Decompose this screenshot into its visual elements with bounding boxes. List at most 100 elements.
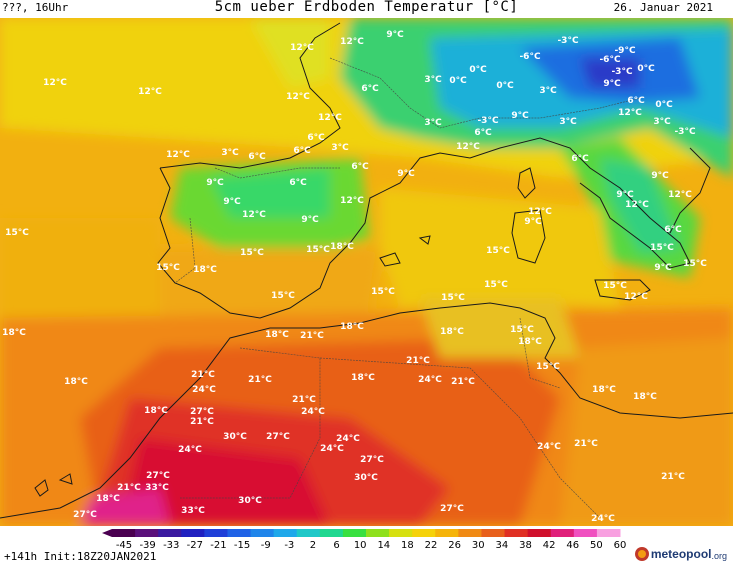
- temperature-label: 6°C: [289, 178, 307, 188]
- temperature-label: 15°C: [441, 293, 465, 303]
- legend-tick-label: -21: [210, 540, 226, 550]
- temperature-label: -9°C: [614, 46, 636, 56]
- temperature-label: 3°C: [221, 148, 239, 158]
- temperature-label: 24°C: [178, 445, 202, 455]
- temperature-label: 15°C: [683, 259, 707, 269]
- temperature-label: 6°C: [474, 128, 492, 138]
- legend-swatches: [102, 529, 621, 537]
- temperature-label: 0°C: [449, 76, 467, 86]
- legend-swatch: [112, 529, 136, 537]
- temperature-label: 27°C: [266, 432, 290, 442]
- temperature-label: 9°C: [524, 217, 542, 227]
- temperature-label: 21°C: [248, 375, 272, 385]
- legend-swatch: [435, 529, 459, 537]
- legend-swatch: [573, 529, 598, 537]
- temperature-label: 21°C: [451, 377, 475, 387]
- temperature-label: 6°C: [627, 96, 645, 106]
- logo-text: meteopool: [650, 547, 712, 561]
- temperature-label: 21°C: [292, 395, 316, 405]
- temperature-label: 3°C: [539, 86, 557, 96]
- temperature-label: 27°C: [190, 407, 214, 417]
- temperature-label: 15°C: [240, 248, 264, 258]
- temperature-label: 3°C: [424, 118, 442, 128]
- temperature-label: 15°C: [650, 243, 674, 253]
- temperature-label: 21°C: [190, 417, 214, 427]
- map-canvas: [0, 18, 733, 526]
- temperature-label: 12°C: [668, 190, 692, 200]
- legend-swatch: [319, 529, 344, 537]
- temperature-label: 27°C: [146, 471, 170, 481]
- legend-tick-label: -45: [116, 540, 132, 550]
- temperature-label: 21°C: [661, 472, 685, 482]
- legend-swatch: [550, 529, 575, 537]
- legend-swatch: [596, 529, 621, 537]
- temperature-label: 6°C: [293, 146, 311, 156]
- temperature-label: 3°C: [331, 143, 349, 153]
- temperature-map: 12°C 12°C 9°C 12°C 12°C 12°C 6°C 3°C 0°C 0°C 0°C 3°…: [0, 18, 733, 526]
- legend-swatch: [412, 529, 436, 537]
- temperature-label: 9°C: [223, 197, 241, 207]
- temperature-label: 24°C: [537, 442, 561, 452]
- legend-tick-label: 42: [543, 540, 556, 550]
- legend-tick-label: 50: [590, 540, 603, 550]
- temperature-label: 21°C: [117, 483, 141, 493]
- temperature-label: 18°C: [351, 373, 375, 383]
- temperature-label: 12°C: [286, 92, 310, 102]
- temperature-label: 33°C: [181, 506, 205, 516]
- forecast-day-label: ???, 16Uhr: [2, 1, 69, 14]
- temperature-label: 0°C: [469, 65, 487, 75]
- temperature-label: 21°C: [574, 439, 598, 449]
- temperature-label: 12°C: [138, 87, 162, 97]
- legend-tick-label: 60: [614, 540, 627, 550]
- legend-ticks: -45 -39 -33 -27 -21 -15 -9 -3 2 6 10 14 18 22 26 30 34 38…: [116, 540, 627, 550]
- map-title: 5cm ueber Erdboden Temperatur [°C]: [214, 0, 519, 15]
- temperature-label: 18°C: [633, 392, 657, 402]
- temperature-label: 24°C: [336, 434, 360, 444]
- temperature-label: 15°C: [510, 325, 534, 335]
- temperature-label: 15°C: [5, 228, 29, 238]
- meteopool-logo: meteopool .org: [634, 545, 727, 563]
- legend-tick-label: -33: [163, 540, 179, 550]
- temperature-label: 12°C: [290, 43, 314, 53]
- temperature-label: 12°C: [456, 142, 480, 152]
- temperature-label: 15°C: [486, 246, 510, 256]
- temperature-label: 6°C: [351, 162, 369, 172]
- legend-swatch: [527, 529, 552, 537]
- temperature-label: 21°C: [191, 370, 215, 380]
- legend-tick-label: 26: [448, 540, 461, 550]
- temperature-label: 0°C: [637, 64, 655, 74]
- legend-tick-label: 10: [354, 540, 367, 550]
- temperature-label: 15°C: [484, 280, 508, 290]
- temperature-field: [0, 18, 733, 526]
- temperature-label: 15°C: [271, 291, 295, 301]
- temperature-label: 12°C: [618, 108, 642, 118]
- temperature-label: 30°C: [238, 496, 262, 506]
- temperature-label: 18°C: [64, 377, 88, 387]
- legend-arrow: [102, 529, 112, 537]
- temperature-label: 12°C: [625, 200, 649, 210]
- temperature-label: 6°C: [571, 154, 589, 164]
- coastlines: [0, 22, 733, 519]
- legend-tick-label: -9: [261, 540, 271, 550]
- legend-tick-label: 46: [566, 540, 579, 550]
- legend-tick-label: 34: [496, 540, 509, 550]
- temperature-label: 9°C: [397, 169, 415, 179]
- temperature-label: 18°C: [592, 385, 616, 395]
- temperature-label: 21°C: [300, 331, 324, 341]
- temperature-label: 18°C: [144, 406, 168, 416]
- legend-swatch: [481, 529, 506, 537]
- temperature-label: -3°C: [477, 116, 499, 126]
- temperature-label: 21°C: [406, 356, 430, 366]
- temperature-label: 27°C: [360, 455, 384, 465]
- temperature-label: 3°C: [424, 75, 442, 85]
- run-info: +141h Init:18Z20JAN2021: [4, 550, 157, 563]
- temperature-label: 6°C: [664, 225, 682, 235]
- legend-swatch: [504, 529, 529, 537]
- legend-swatch: [366, 529, 390, 537]
- temperature-label: 9°C: [616, 190, 634, 200]
- color-scale-legend: -45 -39 -33 -27 -21 -15 -9 -3 2 6 10 14 18 22 26 30 34 38…: [102, 529, 627, 550]
- legend-swatch: [204, 529, 228, 537]
- temperature-label: -3°C: [674, 127, 696, 137]
- legend-swatch: [458, 529, 482, 537]
